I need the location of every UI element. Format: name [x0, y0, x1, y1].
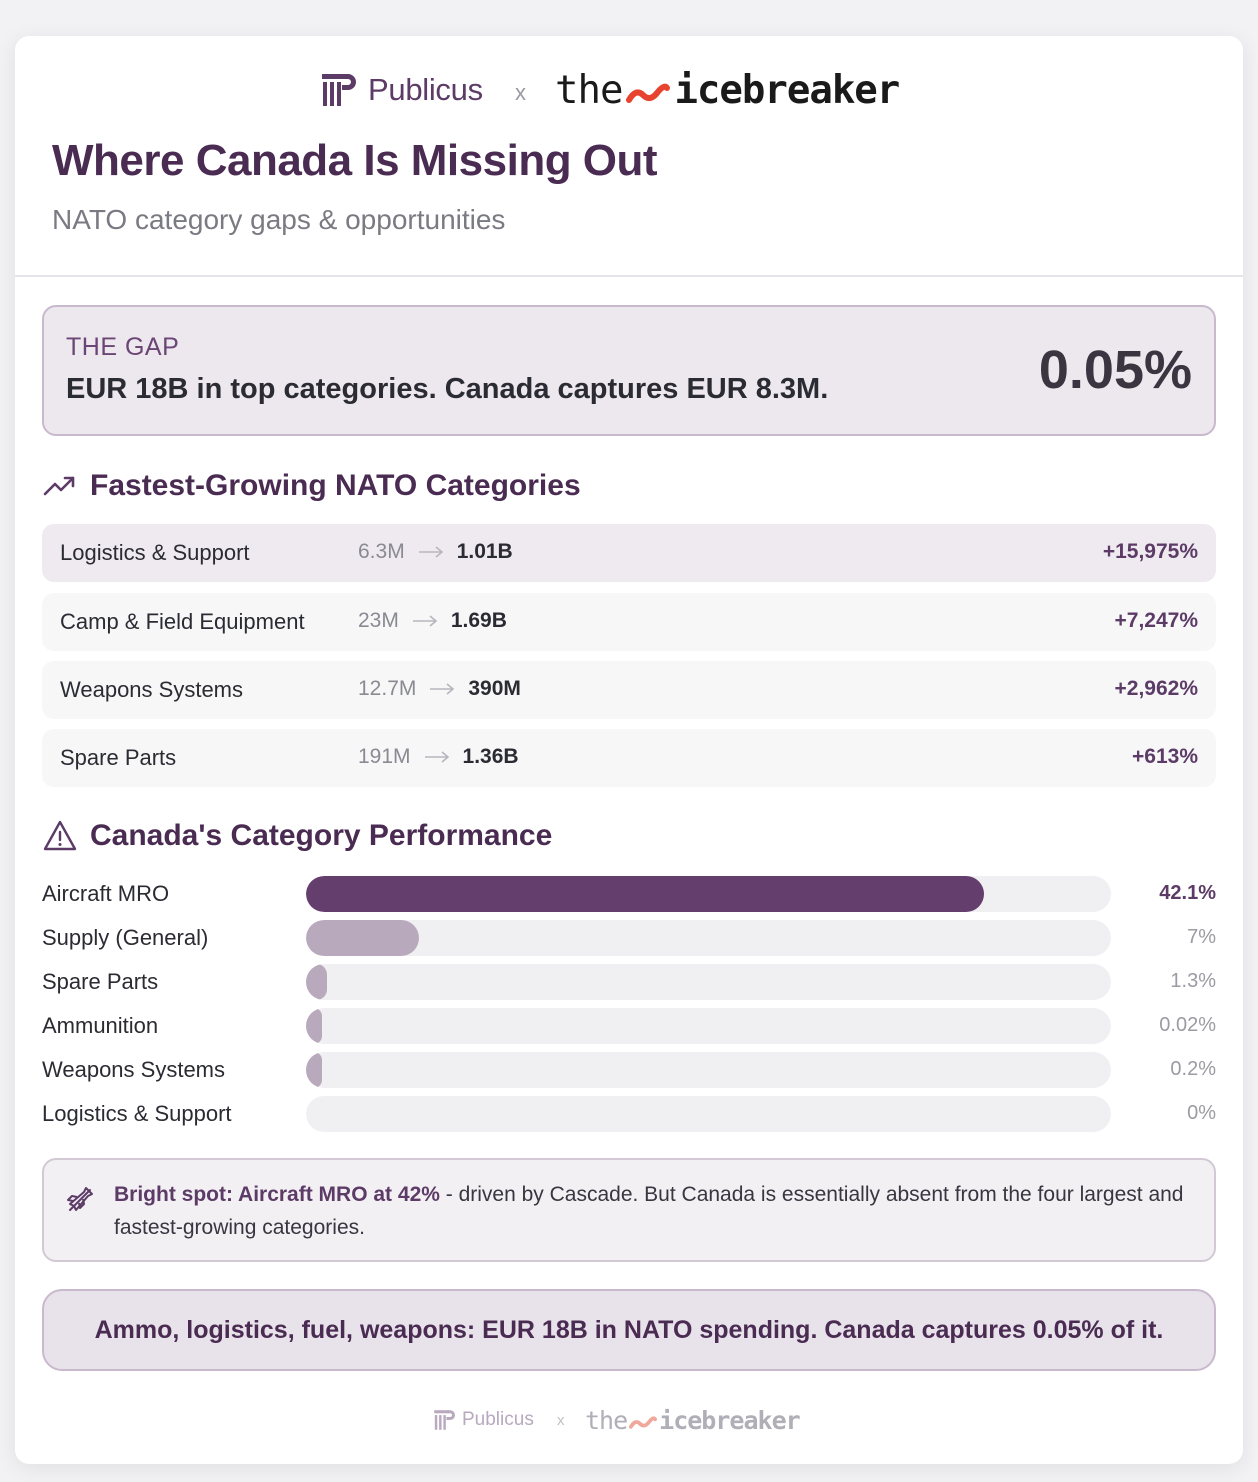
bar-track [306, 964, 1111, 1000]
footer-icebreaker-word: icebreaker [659, 1406, 801, 1435]
bar-track [306, 1096, 1111, 1132]
performance-title: Canada's Category Performance [90, 819, 553, 852]
footer-icebreaker-prefix: the [585, 1406, 628, 1435]
publicus-logo: Publicus [320, 72, 483, 108]
growth-to: 1.36B [462, 745, 519, 768]
growth-percent: +2,962% [1114, 677, 1199, 700]
growth-change: 191M 1.36B [358, 745, 519, 769]
growth-to: 1.01B [456, 540, 513, 563]
icebreaker-prefix: the [555, 67, 623, 113]
page-title: Where Canada Is Missing Out [52, 136, 658, 185]
growth-percent: +15,975% [1102, 540, 1198, 563]
bar-track [306, 876, 1111, 912]
conclusion-banner: Ammo, logistics, fuel, weapons: EUR 18B … [42, 1289, 1216, 1371]
growth-from: 6.3M [358, 540, 405, 563]
performance-label: Spare Parts [42, 969, 159, 994]
publicus-name: Publicus [368, 72, 483, 107]
arrow-right-icon [418, 546, 443, 558]
growth-to: 1.69B [450, 609, 507, 632]
growth-row: Weapons Systems 12.7M 390M +2,962% [42, 661, 1216, 719]
icebreaker-logo: the icebreaker [555, 67, 900, 113]
gap-text: EUR 18B in top categories. Canada captur… [66, 373, 829, 405]
bar-fill [306, 876, 984, 912]
footer-publicus-name: Publicus [462, 1409, 534, 1430]
performance-value: 42.1% [1159, 882, 1216, 904]
publicus-pillar-icon [322, 74, 356, 106]
growth-change: 6.3M 1.01B [358, 540, 513, 564]
publicus-pillar-icon [434, 1410, 455, 1430]
logo-bar: Publicus x the icebreaker [15, 67, 1243, 113]
performance-row: Aircraft MRO 42.1% [42, 876, 1216, 912]
bar-track [306, 920, 1111, 956]
growth-title: Fastest-Growing NATO Categories [90, 469, 581, 502]
growth-section-title: Fastest-Growing NATO Categories [42, 468, 581, 504]
bright-spot-strong: Bright spot: Aircraft MRO at 42% [114, 1183, 440, 1206]
growth-row: Camp & Field Equipment 23M 1.69B +7,247% [42, 593, 1216, 651]
page-subtitle: NATO category gaps & opportunities [52, 204, 506, 235]
arrow-right-icon [412, 615, 438, 627]
bar-fill [306, 964, 327, 1000]
performance-value: 0% [1187, 1102, 1216, 1124]
trending-up-icon [43, 476, 75, 496]
growth-category: Spare Parts [60, 745, 177, 770]
header: Publicus x the icebreaker Where Canada I… [15, 36, 1243, 277]
performance-value: 1.3% [1170, 970, 1216, 992]
performance-section-title: Canada's Category Performance [42, 818, 552, 854]
footer-logos: Publicus x the icebreaker [15, 1406, 1243, 1438]
wave-icon [626, 83, 671, 103]
airplane-icon [67, 1187, 93, 1211]
growth-change: 12.7M 390M [358, 677, 521, 701]
growth-change: 23M 1.69B [358, 609, 507, 633]
arrow-right-icon [430, 683, 455, 695]
performance-value: 0.2% [1170, 1058, 1216, 1080]
growth-category: Camp & Field Equipment [60, 609, 305, 634]
infographic-card: Publicus x the icebreaker Where Canada I… [15, 36, 1243, 1464]
footer-separator: x [557, 1412, 565, 1429]
bar-fill [306, 920, 419, 956]
gap-callout: THE GAP EUR 18B in top categories. Canad… [42, 305, 1216, 436]
bar-fill [306, 1052, 322, 1088]
footer-publicus-logo: Publicus [433, 1409, 534, 1431]
gap-value: 0.05% [1038, 340, 1192, 400]
performance-row: Ammunition 0.02% [42, 1008, 1216, 1044]
growth-category: Weapons Systems [60, 677, 244, 702]
growth-from: 191M [358, 745, 411, 768]
bar-track [306, 1008, 1111, 1044]
wave-icon [629, 1416, 658, 1429]
warning-icon [43, 820, 77, 851]
bar-fill [306, 1008, 322, 1044]
bar-track [306, 1052, 1111, 1088]
bright-spot-text: Bright spot: Aircraft MRO at 42% - drive… [114, 1178, 1194, 1244]
gap-label: THE GAP [66, 333, 180, 361]
performance-label: Logistics & Support [42, 1101, 232, 1126]
performance-row: Spare Parts 1.3% [42, 964, 1216, 1000]
growth-category: Logistics & Support [60, 540, 250, 565]
growth-percent: +613% [1132, 745, 1198, 768]
logo-separator: x [515, 80, 526, 105]
icebreaker-word: icebreaker [674, 67, 900, 113]
performance-label: Aircraft MRO [42, 881, 170, 906]
growth-to: 390M [468, 677, 521, 700]
conclusion-text: Ammo, logistics, fuel, weapons: EUR 18B … [94, 1315, 1164, 1344]
growth-percent: +7,247% [1114, 609, 1199, 632]
performance-label: Ammunition [42, 1013, 159, 1038]
performance-row: Supply (General) 7% [42, 920, 1216, 956]
growth-row: Logistics & Support 6.3M 1.01B +15,975% [42, 524, 1216, 582]
performance-label: Weapons Systems [42, 1057, 226, 1082]
bright-spot-rest: - driven by Cascade. But Canada is essen… [114, 1183, 1184, 1239]
growth-from: 23M [358, 609, 399, 632]
performance-value: 0.02% [1159, 1014, 1216, 1036]
performance-row: Weapons Systems 0.2% [42, 1052, 1216, 1088]
arrow-right-icon [424, 751, 449, 763]
growth-from: 12.7M [358, 677, 417, 700]
footer-icebreaker-logo: the icebreaker [585, 1406, 801, 1435]
growth-row: Spare Parts 191M 1.36B +613% [42, 729, 1216, 787]
performance-row: Logistics & Support 0% [42, 1096, 1216, 1132]
performance-label: Supply (General) [42, 925, 209, 950]
bright-spot-callout: Bright spot: Aircraft MRO at 42% - drive… [42, 1158, 1216, 1262]
performance-value: 7% [1187, 926, 1216, 948]
